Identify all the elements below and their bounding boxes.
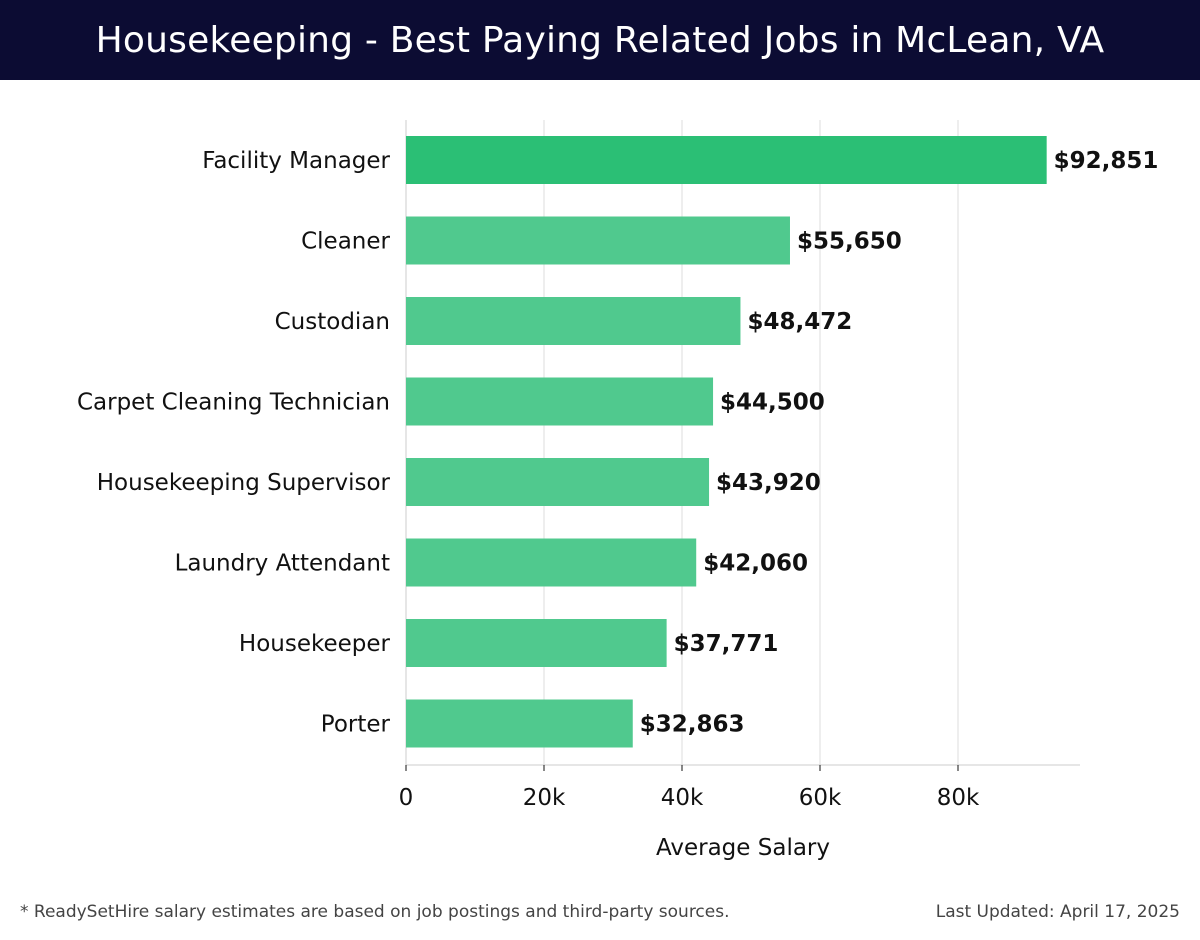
x-tick-label: 60k — [799, 785, 842, 811]
bar — [406, 216, 790, 265]
bar — [406, 699, 633, 748]
x-axis-label: Average Salary — [656, 835, 830, 861]
value-label: $48,472 — [747, 309, 852, 335]
header-bar: Housekeeping - Best Paying Related Jobs … — [0, 0, 1200, 80]
bar — [406, 458, 710, 506]
category-label: Laundry Attendant — [175, 551, 390, 577]
last-updated: Last Updated: April 17, 2025 — [935, 902, 1180, 922]
value-label: $92,851 — [1054, 148, 1159, 174]
footer: * ReadySetHire salary estimates are base… — [0, 898, 1200, 928]
page-title: Housekeeping - Best Paying Related Jobs … — [95, 19, 1105, 61]
category-label: Porter — [321, 712, 391, 738]
value-label: $55,650 — [797, 229, 902, 255]
category-label: Facility Manager — [202, 148, 390, 174]
category-label: Carpet Cleaning Technician — [77, 390, 390, 416]
footnote: * ReadySetHire salary estimates are base… — [20, 902, 730, 922]
value-label: $37,771 — [674, 631, 779, 657]
bar — [406, 619, 667, 667]
value-label: $43,920 — [716, 470, 821, 496]
bar — [406, 297, 741, 345]
value-label: $32,863 — [640, 712, 745, 738]
bar — [406, 377, 714, 426]
category-label: Cleaner — [301, 229, 390, 255]
bar — [406, 538, 697, 587]
x-tick-label: 0 — [399, 785, 414, 811]
x-tick-label: 20k — [523, 785, 566, 811]
salary-bar-chart: Facility Manager $92,851 Cleaner $55,650 Cus… — [77, 120, 1159, 861]
bar — [406, 136, 1047, 184]
value-label: $42,060 — [703, 551, 808, 577]
value-label: $44,500 — [720, 390, 825, 416]
category-label: Housekeeper — [239, 631, 391, 657]
category-label: Custodian — [275, 309, 390, 335]
x-tick-label: 80k — [937, 785, 980, 811]
x-tick-label: 40k — [661, 785, 704, 811]
category-label: Housekeeping Supervisor — [97, 470, 391, 496]
